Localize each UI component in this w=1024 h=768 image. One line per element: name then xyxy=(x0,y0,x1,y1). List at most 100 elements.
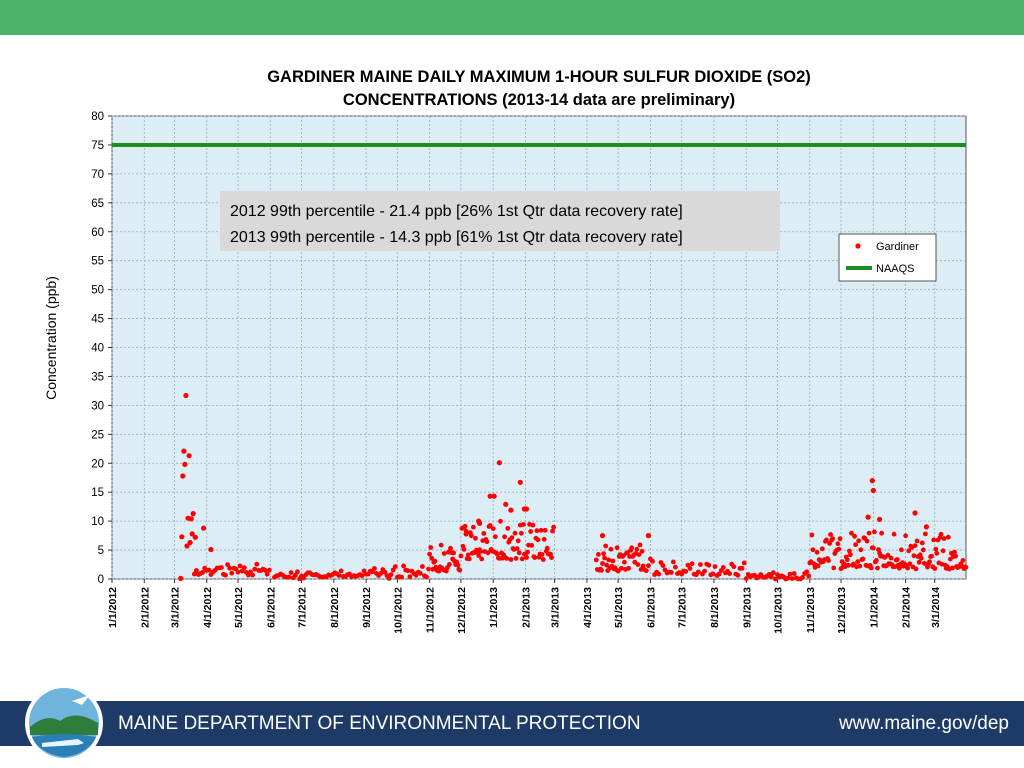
data-point xyxy=(184,543,190,549)
data-point xyxy=(237,563,243,569)
x-tick-label: 7/1/2013 xyxy=(677,587,689,628)
data-point xyxy=(538,527,544,533)
y-tick-label: 45 xyxy=(91,314,104,326)
data-point xyxy=(504,556,510,561)
x-tick-label: 1/1/2013 xyxy=(488,587,500,628)
data-point xyxy=(292,572,298,578)
data-point xyxy=(519,556,525,562)
data-point xyxy=(670,559,676,565)
data-point xyxy=(950,565,955,571)
data-point xyxy=(870,545,876,551)
data-point xyxy=(646,563,651,569)
data-point xyxy=(739,565,745,571)
y-tick-label: 55 xyxy=(91,256,104,268)
data-point xyxy=(660,563,666,568)
data-point xyxy=(810,547,816,553)
data-point xyxy=(441,551,447,556)
data-point xyxy=(934,550,940,556)
data-point xyxy=(650,558,655,564)
y-axis-label: Concentration (ppb) xyxy=(43,276,59,400)
data-point xyxy=(596,552,601,557)
data-point xyxy=(458,553,464,559)
data-point xyxy=(849,530,854,536)
data-point xyxy=(532,555,538,560)
data-point xyxy=(401,563,406,569)
data-point xyxy=(468,533,474,539)
gardiner-points xyxy=(178,392,969,582)
data-point xyxy=(508,557,514,562)
footer-url-link[interactable]: www.maine.gov/dep xyxy=(838,713,1009,734)
data-point xyxy=(837,536,843,542)
data-point xyxy=(424,574,429,580)
data-point xyxy=(931,537,937,543)
data-point xyxy=(505,526,511,531)
data-point xyxy=(550,528,555,534)
data-point xyxy=(490,526,496,531)
x-tick-label: 5/1/2012 xyxy=(233,587,245,628)
data-point xyxy=(485,550,491,556)
y-tick-label: 75 xyxy=(91,140,104,152)
data-point xyxy=(426,566,431,572)
x-tick-label: 12/1/2012 xyxy=(456,587,468,634)
data-point xyxy=(254,561,260,567)
data-point xyxy=(494,551,500,557)
data-point xyxy=(743,576,749,581)
data-point xyxy=(804,569,810,575)
data-point xyxy=(551,524,556,530)
data-point xyxy=(710,571,716,577)
data-point xyxy=(542,527,548,533)
data-point xyxy=(860,556,866,562)
data-point xyxy=(466,556,472,562)
data-point xyxy=(869,478,875,484)
data-point xyxy=(288,570,294,575)
data-point xyxy=(768,574,774,579)
data-point xyxy=(938,531,944,537)
legend-gardiner-label: Gardiner xyxy=(876,241,919,253)
data-point xyxy=(599,567,604,573)
data-point xyxy=(477,520,483,527)
data-point xyxy=(907,561,913,567)
data-point xyxy=(610,558,616,564)
data-point xyxy=(528,529,534,534)
data-point xyxy=(741,560,747,566)
data-point xyxy=(336,573,342,578)
x-tick-label: 9/1/2012 xyxy=(361,587,373,628)
data-point xyxy=(295,569,300,575)
data-point xyxy=(544,545,550,551)
data-point xyxy=(637,542,643,548)
data-point xyxy=(479,556,485,562)
y-tick-label: 15 xyxy=(91,487,104,499)
data-point xyxy=(252,566,258,572)
data-point xyxy=(180,473,186,479)
x-tick-label: 11/1/2012 xyxy=(425,587,437,633)
x-tick-label: 3/1/2013 xyxy=(550,587,562,628)
data-point xyxy=(643,568,649,574)
data-point xyxy=(868,565,874,571)
data-point xyxy=(606,557,612,563)
data-point xyxy=(912,543,918,549)
data-point xyxy=(885,552,891,558)
data-point xyxy=(498,518,503,524)
data-point xyxy=(227,565,233,571)
data-point xyxy=(392,564,398,569)
data-point xyxy=(635,562,641,567)
data-point xyxy=(530,522,536,528)
data-point xyxy=(540,557,546,562)
data-point xyxy=(806,573,812,579)
data-point xyxy=(512,530,518,536)
data-point xyxy=(602,555,607,561)
data-point xyxy=(509,535,515,541)
x-tick-label: 2/1/2014 xyxy=(901,587,913,628)
data-point xyxy=(225,562,231,568)
data-point xyxy=(639,548,645,554)
data-point xyxy=(819,546,825,552)
data-point xyxy=(789,576,795,581)
data-point xyxy=(178,575,184,582)
y-axis-ticks: 0 5 10 15 20 25 30 35 40 45 50 55 60 65 70 75 80 xyxy=(91,111,112,586)
data-point xyxy=(673,564,678,570)
x-tick-label: 4/1/2012 xyxy=(202,587,214,628)
data-point xyxy=(706,562,712,568)
data-point xyxy=(876,547,881,552)
x-tick-label: 1/1/2014 xyxy=(868,587,880,628)
data-point xyxy=(702,568,707,574)
